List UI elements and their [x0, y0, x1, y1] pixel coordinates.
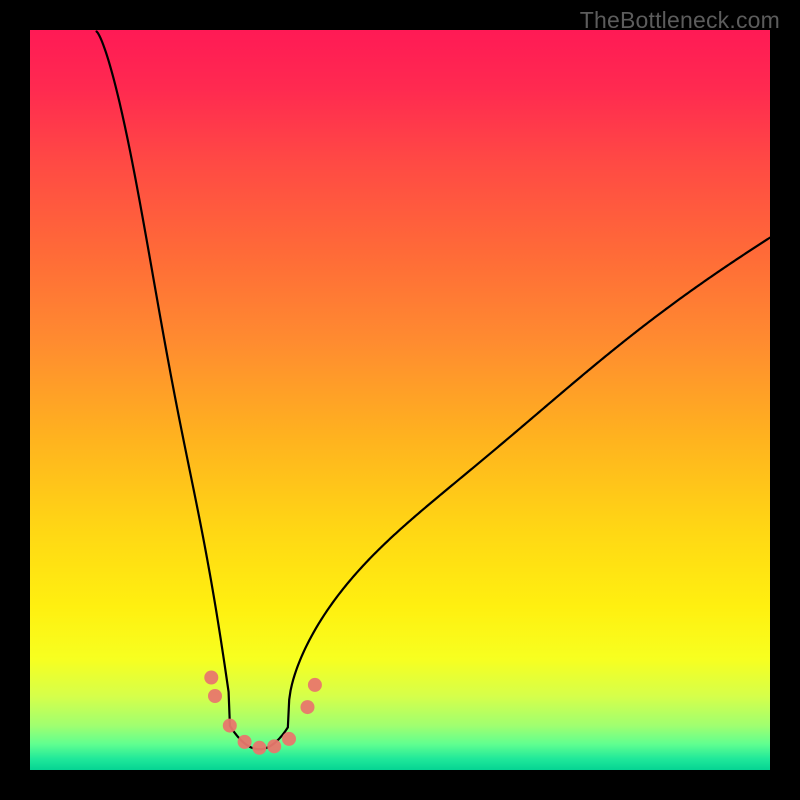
trough-marker: [208, 689, 222, 703]
trough-marker: [238, 735, 252, 749]
watermark-text: TheBottleneck.com: [580, 7, 780, 34]
trough-marker: [252, 741, 266, 755]
trough-marker: [308, 678, 322, 692]
curve-layer: [30, 30, 770, 770]
trough-marker: [282, 732, 296, 746]
trough-marker: [223, 719, 237, 733]
trough-marker: [267, 739, 281, 753]
bottleneck-curve: [97, 32, 770, 750]
trough-marker: [301, 700, 315, 714]
trough-markers: [204, 671, 322, 755]
trough-marker: [204, 671, 218, 685]
plot-area: [30, 30, 770, 770]
